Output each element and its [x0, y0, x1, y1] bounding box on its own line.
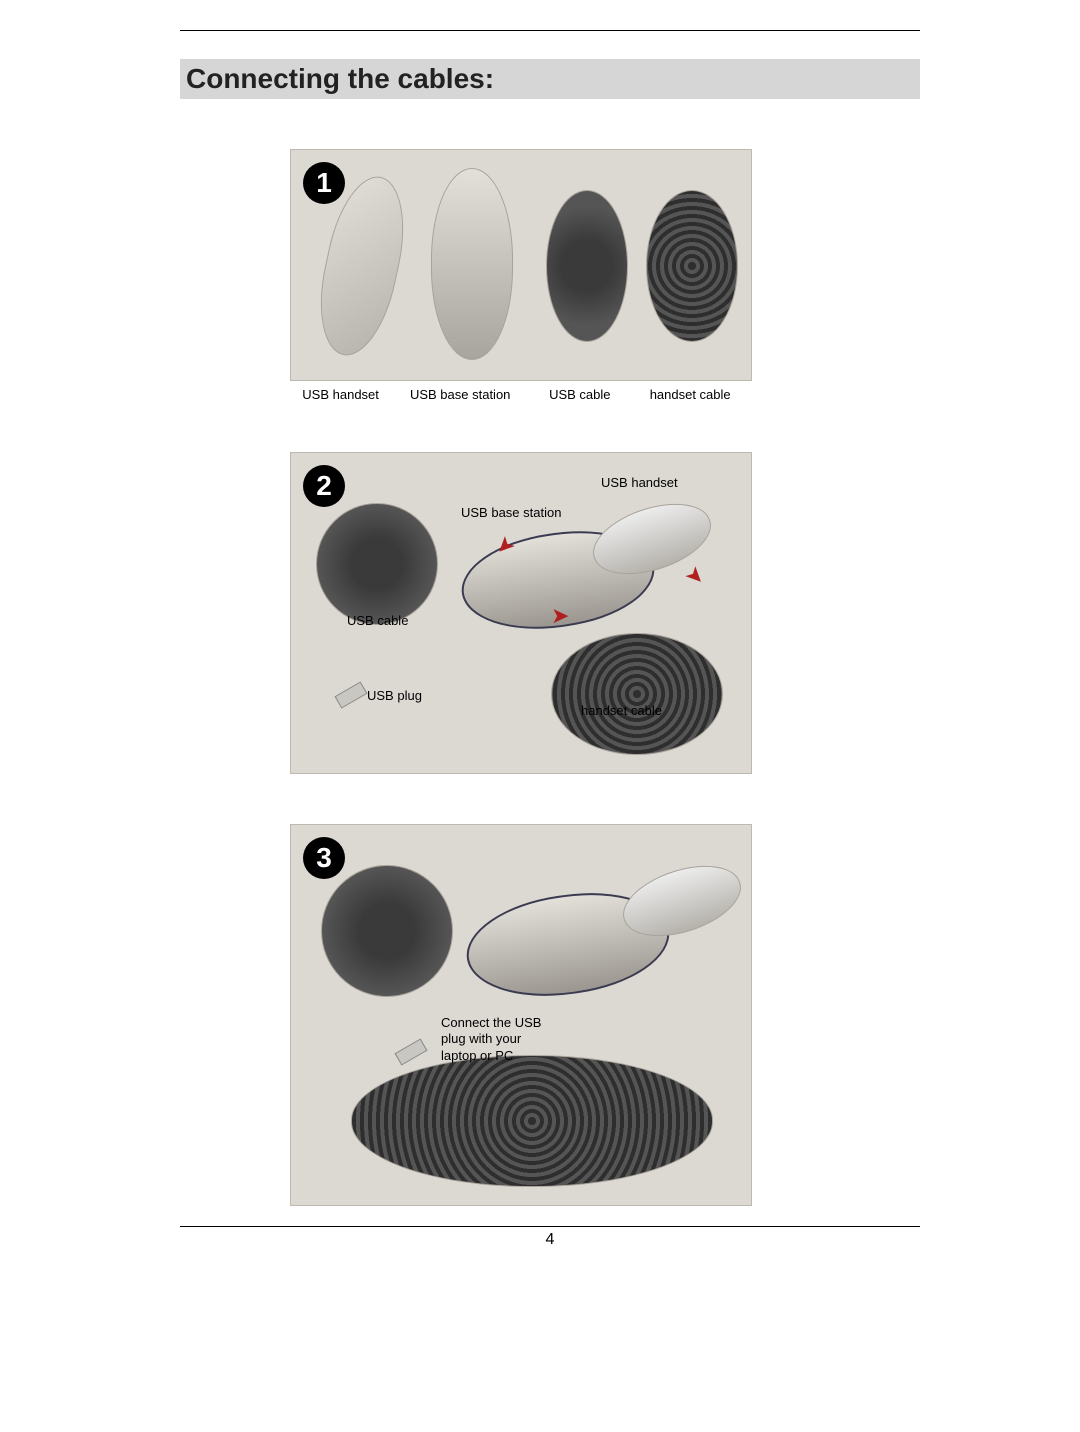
figure-3-photo: 3 Connect the USB plug with your laptop …	[290, 824, 752, 1206]
manual-page: Connecting the cables: 1 USB handset USB…	[180, 30, 920, 1249]
caption-usb-base-station: USB base station	[391, 387, 529, 402]
bottom-rule	[180, 1226, 920, 1227]
arrow-icon: ➤	[551, 603, 569, 629]
usb-base-station-shape	[431, 168, 513, 360]
figure-3: 3 Connect the USB plug with your laptop …	[290, 824, 750, 1206]
handset-cable-shape-2	[551, 633, 723, 755]
caption-usb-handset: USB handset	[290, 387, 391, 402]
step-badge-2: 2	[303, 465, 345, 507]
usb-cable-shape-3	[321, 865, 453, 997]
handset-cable-shape-3	[351, 1055, 713, 1187]
caption-handset-cable: handset cable	[630, 387, 750, 402]
figure-1-photo: 1	[290, 149, 752, 381]
section-heading: Connecting the cables:	[180, 59, 920, 99]
label-usb-base-station: USB base station	[461, 505, 561, 521]
page-number: 4	[180, 1231, 920, 1249]
label-usb-handset: USB handset	[601, 475, 678, 491]
top-rule	[180, 30, 920, 31]
label-usb-plug: USB plug	[367, 688, 422, 704]
usb-cable-shape	[546, 190, 628, 342]
usb-plug-shape-3	[395, 1038, 428, 1065]
caption-usb-cable: USB cable	[529, 387, 630, 402]
figure-2-photo: 2 USB handset USB base station USB cable…	[290, 452, 752, 774]
figure-1: 1 USB handset USB base station USB cable…	[290, 149, 750, 402]
handset-cable-shape	[646, 190, 738, 342]
label-handset-cable: handset cable	[581, 703, 662, 719]
figure-2: 2 USB handset USB base station USB cable…	[290, 452, 750, 774]
usb-plug-shape	[335, 681, 368, 708]
usb-cable-shape-2	[316, 503, 438, 625]
label-connect-usb: Connect the USB plug with your laptop or…	[441, 1015, 541, 1064]
figure-1-captions: USB handset USB base station USB cable h…	[290, 387, 750, 402]
label-usb-cable: USB cable	[347, 613, 408, 629]
step-badge-1: 1	[303, 162, 345, 204]
arrow-icon: ➤	[680, 560, 711, 591]
step-badge-3: 3	[303, 837, 345, 879]
